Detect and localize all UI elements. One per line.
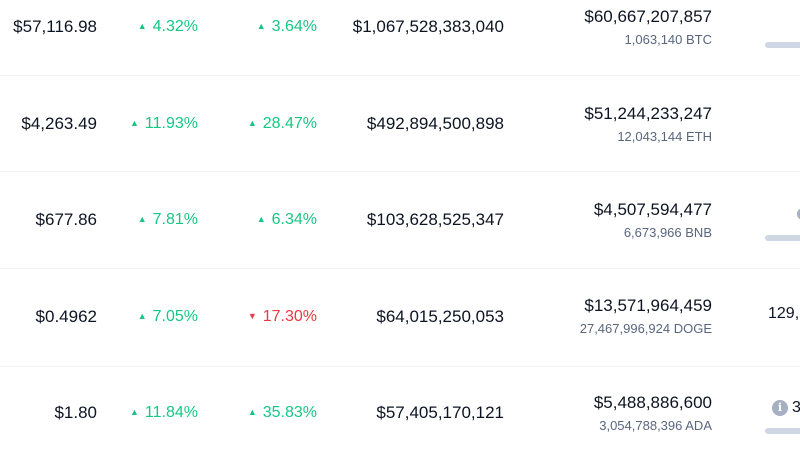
volume-link[interactable]: $4,507,594,477 — [593, 200, 712, 219]
volume-coin-amount: 1,063,140 BTC — [624, 32, 712, 47]
change-7d: ▲ 35.83% — [247, 404, 317, 421]
market-cap: $492,894,500,898 — [366, 114, 504, 133]
volume-coin-amount: 6,673,966 BNB — [623, 225, 712, 240]
caret-up-icon: ▲ — [137, 214, 147, 224]
change-7d: ▼ 17.30% — [247, 308, 317, 325]
table-row[interactable]: $0.4962 ▲ 7.05% ▼ 17.30% $64,015,250,053… — [0, 269, 800, 367]
price: $0.4962 — [35, 307, 97, 326]
change-24h: ▲ 11.93% — [130, 115, 198, 132]
volume-link[interactable]: $60,667,207,857 — [584, 7, 712, 26]
caret-up-icon: ▲ — [130, 118, 139, 128]
volume-link[interactable]: $51,244,233,247 — [584, 104, 712, 123]
caret-down-icon: ▼ — [247, 311, 257, 321]
caret-up-icon: ▲ — [256, 214, 266, 224]
price: $1.80 — [54, 403, 97, 422]
supply-progress-bar — [765, 42, 800, 48]
change-24h: ▲ 7.81% — [137, 211, 198, 228]
change-24h: ▲ 4.32% — [137, 18, 198, 35]
caret-up-icon: ▲ — [256, 21, 266, 31]
info-icon[interactable] — [797, 208, 800, 220]
market-cap: $64,015,250,053 — [376, 307, 504, 326]
caret-up-icon: ▲ — [247, 407, 257, 417]
table-row[interactable]: $1.80 ▲ 11.84% ▲ 35.83% $57,405,170,121 … — [0, 367, 800, 467]
change-24h: ▲ 11.84% — [130, 404, 198, 421]
info-icon[interactable]: i — [772, 400, 788, 416]
market-cap: $1,067,528,383,040 — [352, 17, 504, 36]
volume-coin-amount: 12,043,144 ETH — [617, 129, 712, 144]
circulating-supply: 129,... — [768, 305, 800, 322]
supply-progress-bar — [765, 428, 800, 434]
change-7d: ▲ 28.47% — [247, 115, 317, 132]
caret-up-icon: ▲ — [247, 118, 257, 128]
change-7d: ▲ 3.64% — [256, 18, 317, 35]
table-row[interactable]: $677.86 ▲ 7.81% ▲ 6.34% $103,628,525,347… — [0, 172, 800, 269]
price: $57,116.98 — [13, 17, 97, 36]
table-row[interactable]: $57,116.98 ▲ 4.32% ▲ 3.64% $1,067,528,38… — [0, 0, 800, 76]
market-cap: $57,405,170,121 — [376, 403, 504, 422]
volume-link[interactable]: $5,488,886,600 — [593, 393, 712, 412]
change-24h: ▲ 7.05% — [137, 308, 198, 325]
price: $677.86 — [35, 210, 97, 229]
market-cap: $103,628,525,347 — [366, 210, 504, 229]
caret-up-icon: ▲ — [137, 311, 147, 321]
volume-link[interactable]: $13,571,964,459 — [584, 296, 712, 315]
price: $4,263.49 — [21, 114, 97, 133]
volume-coin-amount: 3,054,788,396 ADA — [599, 418, 712, 433]
volume-coin-amount: 27,467,996,924 DOGE — [579, 321, 712, 336]
caret-up-icon: ▲ — [130, 407, 139, 417]
circulating-supply: 3 — [792, 399, 800, 416]
change-7d: ▲ 6.34% — [256, 211, 317, 228]
caret-up-icon: ▲ — [137, 21, 147, 31]
supply-progress-bar — [765, 235, 800, 241]
table-row[interactable]: $4,263.49 ▲ 11.93% ▲ 28.47% $492,894,500… — [0, 75, 800, 172]
